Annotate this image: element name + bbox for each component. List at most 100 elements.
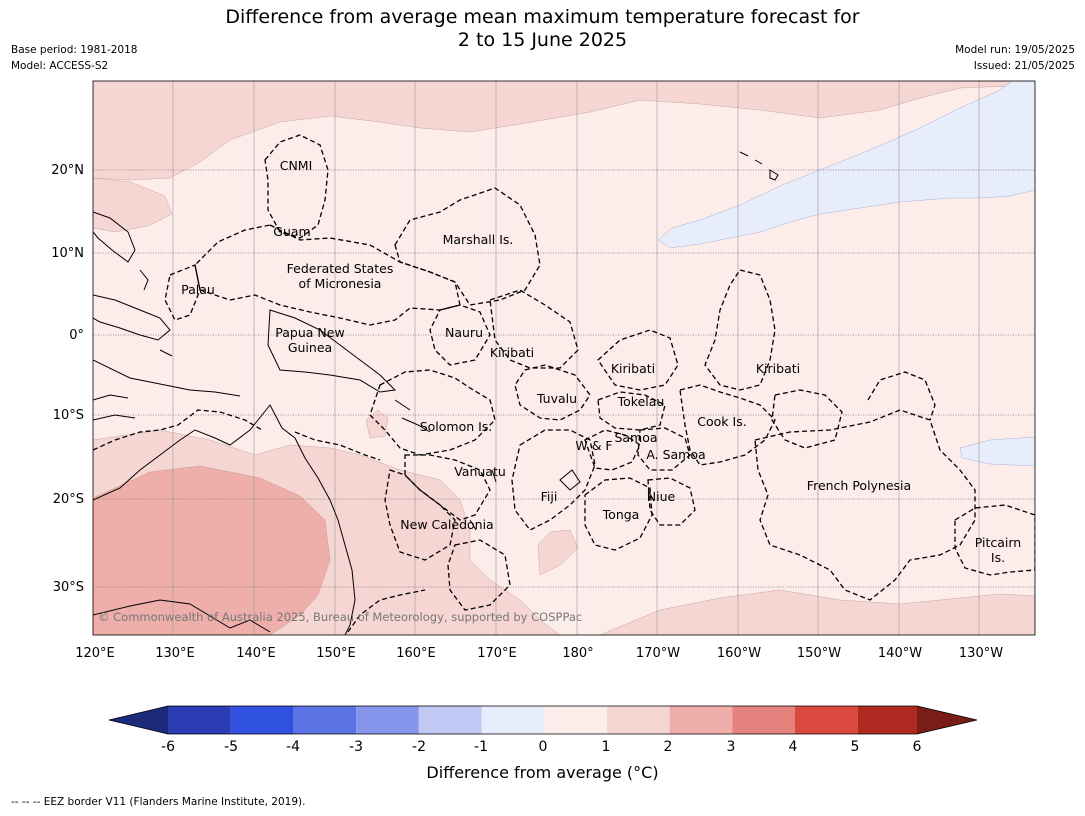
- label-tuvalu: Tuvalu: [536, 391, 577, 406]
- anomaly-sw-fiji: [537, 529, 579, 576]
- base-period: Base period: 1981-2018: [11, 44, 138, 56]
- model-run: Model run: 19/05/2025: [955, 44, 1075, 56]
- lon-label: 140°E: [236, 646, 276, 661]
- colorbar-high-extend: [917, 706, 977, 734]
- meta-right: Model run: 19/05/2025 Issued: 21/05/2025: [955, 42, 1075, 74]
- colorbar-tick: 3: [727, 739, 736, 755]
- latitude-lines: [93, 169, 1035, 588]
- lon-label: 140°W: [878, 646, 922, 661]
- footnote: -- -- -- EEZ border V11 (Flanders Marine…: [11, 796, 306, 808]
- colorbar-outline: [108, 705, 978, 735]
- lon-label: 160°W: [717, 646, 761, 661]
- colorbar-tick: 4: [789, 739, 798, 755]
- colorbar-low-extend: [109, 706, 168, 734]
- label-fsm-1: Federated States: [287, 261, 394, 276]
- colorbar-ticks: -6 -5 -4 -3 -2 -1 0 1 2 3 4 5 6: [161, 739, 922, 755]
- label-french-polynesia: French Polynesia: [807, 478, 911, 493]
- label-pitcairn-1: Pitcairn: [975, 535, 1021, 550]
- colorbar-segment: [481, 706, 545, 734]
- colorbar-segment: [669, 706, 733, 734]
- label-kiribati-2: Kiribati: [611, 361, 655, 376]
- label-new-caledonia: New Caledonia: [400, 517, 493, 532]
- label-png-1: Papua New: [275, 325, 344, 340]
- anomaly-negative-patch: [657, 81, 1035, 249]
- label-kiribati-3: Kiribati: [756, 361, 800, 376]
- label-tonga: Tonga: [602, 507, 640, 522]
- lon-label: 170°W: [636, 646, 680, 661]
- colorbar-tick: -2: [412, 739, 426, 755]
- eez-borders: [93, 134, 1035, 633]
- colorbar-segment: [544, 706, 607, 734]
- label-palau: Palau: [181, 282, 215, 297]
- colorbar-segment: [732, 706, 795, 734]
- label-solomon: Solomon Is.: [420, 419, 493, 434]
- lon-label: 150°W: [797, 646, 841, 661]
- label-niue: Niue: [647, 489, 676, 504]
- lat-label: 10°S: [53, 408, 84, 423]
- colorbar-segment: [168, 706, 231, 734]
- anomaly-north-west: [93, 177, 173, 233]
- meta-left: Base period: 1981-2018 Model: ACCESS-S2: [11, 42, 137, 74]
- lat-label: 10°N: [51, 246, 84, 261]
- lat-label: 0°: [69, 328, 84, 343]
- label-vanuatu: Vanuatu: [454, 464, 506, 479]
- lon-label: 160°E: [396, 646, 436, 661]
- label-guam: Guam: [273, 224, 310, 239]
- lat-label: 30°S: [53, 580, 84, 595]
- colorbar-segment: [418, 706, 482, 734]
- colorbar-tick: -1: [474, 739, 488, 755]
- label-cook: Cook Is.: [697, 414, 746, 429]
- colorbar-tick: 5: [851, 739, 860, 755]
- lon-label: 170°E: [477, 646, 517, 661]
- colorbar: -6 -5 -4 -3 -2 -1 0 1 2 3 4 5 6: [108, 705, 978, 755]
- anomaly-se-band: [599, 589, 1035, 635]
- anomaly-north-band: [93, 81, 1035, 181]
- colorbar-tick: -4: [286, 739, 300, 755]
- lat-label: 20°S: [53, 492, 84, 507]
- map-area: [93, 81, 1035, 635]
- colorbar-segment: [857, 706, 917, 734]
- colorbar-segment: [606, 706, 670, 734]
- label-wf: W & F: [575, 438, 612, 453]
- gridlines: [172, 81, 980, 635]
- colorbar-title: Difference from average (°C): [0, 763, 1085, 782]
- lon-label: 130°W: [959, 646, 1003, 661]
- colorbar-segment: [795, 706, 858, 734]
- label-samoa: Samoa: [614, 430, 657, 445]
- colorbar-title-text: Difference from average (: [426, 763, 634, 782]
- colorbar-title-unit: °C): [633, 763, 659, 782]
- lon-label: 150°E: [316, 646, 356, 661]
- colorbar-segment: [293, 706, 357, 734]
- colorbar-tick: 6: [913, 739, 922, 755]
- colorbar-tick: 0: [539, 739, 548, 755]
- colorbar-segment: [230, 706, 294, 734]
- colorbar-tick: -5: [224, 739, 238, 755]
- coastlines: [93, 151, 779, 635]
- map-frame: [92, 80, 1036, 636]
- lon-label: 120°E: [75, 646, 115, 661]
- label-tokelau: Tokelau: [617, 394, 665, 409]
- colorbar-segment: [356, 706, 419, 734]
- colorbar-tick: 1: [602, 739, 611, 755]
- colorbar-tick: -3: [349, 739, 363, 755]
- label-pitcairn-2: Is.: [991, 550, 1005, 565]
- label-fiji: Fiji: [541, 489, 558, 504]
- copyright-text: © Commonwealth of Australia 2025, Bureau…: [98, 610, 582, 624]
- title-line-1: Difference from average mean maximum tem…: [225, 6, 860, 28]
- label-kiribati-1: Kiribati: [490, 345, 534, 360]
- anomaly-australia: [93, 465, 331, 635]
- label-marshall: Marshall Is.: [443, 232, 514, 247]
- lon-axis-labels: 120°E 130°E 140°E 150°E 160°E 170°E 180°…: [75, 646, 1003, 661]
- model-name: Model: ACCESS-S2: [11, 60, 109, 72]
- label-cnmi: CNMI: [280, 158, 313, 173]
- colorbar-tick: -6: [161, 739, 175, 755]
- place-labels: CNMI Guam Marshall Is. Federated States …: [181, 158, 1021, 565]
- colorbar-tick: 2: [664, 739, 673, 755]
- label-fsm-2: of Micronesia: [299, 276, 382, 291]
- label-nauru: Nauru: [445, 325, 483, 340]
- lat-label: 20°N: [51, 163, 84, 178]
- label-png-2: Guinea: [288, 340, 332, 355]
- map-title: Difference from average mean maximum tem…: [0, 6, 1085, 52]
- issued-date: Issued: 21/05/2025: [973, 60, 1075, 72]
